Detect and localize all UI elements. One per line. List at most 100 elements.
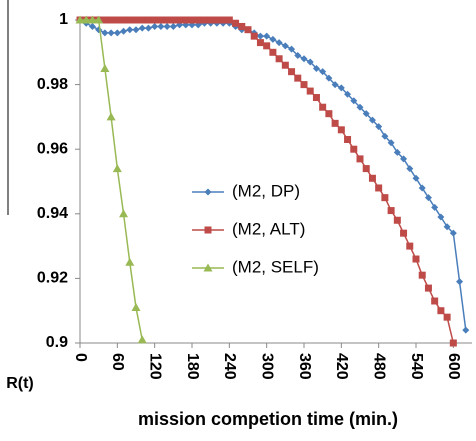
marker xyxy=(344,90,352,98)
marker xyxy=(406,165,414,173)
marker xyxy=(250,32,258,40)
marker xyxy=(119,209,129,218)
marker xyxy=(418,184,426,192)
marker xyxy=(306,87,314,95)
marker xyxy=(157,16,165,24)
marker xyxy=(412,255,420,263)
marker xyxy=(431,297,439,305)
y-tick-label: 0.9 xyxy=(46,334,68,351)
marker xyxy=(269,35,277,43)
marker xyxy=(437,307,445,315)
marker xyxy=(443,313,451,321)
marker xyxy=(112,164,122,173)
series-line xyxy=(80,19,143,340)
y-tick-label: 1 xyxy=(59,11,68,28)
marker xyxy=(107,16,115,24)
marker xyxy=(431,203,439,211)
marker xyxy=(101,29,109,37)
marker xyxy=(300,55,308,63)
marker xyxy=(269,48,277,56)
marker xyxy=(362,110,370,118)
marker xyxy=(95,26,103,34)
marker xyxy=(75,15,85,24)
marker xyxy=(418,271,426,279)
marker xyxy=(393,148,401,156)
marker xyxy=(325,74,333,82)
marker xyxy=(176,16,184,24)
marker xyxy=(281,42,289,50)
legend-label: (M2, DP) xyxy=(232,181,300,200)
marker xyxy=(188,16,196,24)
marker xyxy=(331,81,339,89)
marker xyxy=(169,16,177,24)
x-tick-label: 540 xyxy=(408,353,425,380)
marker xyxy=(443,223,451,231)
marker xyxy=(131,302,141,311)
x-tick-label: 300 xyxy=(258,353,275,380)
marker xyxy=(288,68,296,76)
marker xyxy=(126,26,134,34)
legend: (M2, DP) (M2, ALT) (M2, SELF) xyxy=(192,181,319,276)
marker xyxy=(400,155,408,163)
marker xyxy=(101,16,109,24)
marker xyxy=(381,132,389,140)
marker xyxy=(387,207,395,215)
x-tick-label: 480 xyxy=(370,353,387,380)
marker xyxy=(424,284,432,292)
marker xyxy=(288,45,296,53)
marker xyxy=(169,22,177,30)
marker xyxy=(88,22,96,30)
x-tick-label: 120 xyxy=(146,353,163,380)
marker xyxy=(312,64,320,72)
x-axis-label: mission competion time (min.) xyxy=(138,409,398,429)
marker xyxy=(331,119,339,127)
marker xyxy=(375,123,383,131)
marker xyxy=(350,145,358,153)
marker xyxy=(138,24,146,32)
x-tick-label: 240 xyxy=(221,353,238,380)
marker xyxy=(120,16,128,24)
marker xyxy=(368,116,376,124)
x-tick-label: 0 xyxy=(72,353,89,362)
marker xyxy=(406,242,414,250)
marker xyxy=(319,68,327,76)
marker xyxy=(203,263,213,272)
marker xyxy=(281,61,289,69)
marker xyxy=(113,29,121,37)
marker xyxy=(456,278,464,286)
marker xyxy=(275,39,283,47)
x-tick-label: 360 xyxy=(296,353,313,380)
marker xyxy=(100,63,110,72)
marker xyxy=(263,32,271,40)
x-tick-label: 60 xyxy=(109,353,126,371)
marker xyxy=(449,339,457,347)
marker xyxy=(294,52,302,60)
marker xyxy=(200,16,208,24)
marker xyxy=(449,229,457,237)
marker xyxy=(194,16,202,24)
marker xyxy=(132,26,140,34)
marker xyxy=(294,74,302,82)
marker xyxy=(157,22,165,30)
marker xyxy=(319,103,327,111)
marker xyxy=(87,15,97,24)
marker xyxy=(300,81,308,89)
y-axis-label: R(t) xyxy=(6,375,34,392)
y-tick-label: 0.94 xyxy=(37,205,68,222)
marker xyxy=(182,16,190,24)
marker xyxy=(204,188,212,196)
marker xyxy=(356,103,364,111)
marker xyxy=(81,15,91,24)
marker xyxy=(207,16,215,24)
x-tick-label: 600 xyxy=(445,353,462,380)
marker xyxy=(424,194,432,202)
marker xyxy=(312,94,320,102)
series-line xyxy=(79,19,467,331)
marker xyxy=(213,16,221,24)
marker xyxy=(362,165,370,173)
y-tick-label: 0.96 xyxy=(37,140,68,157)
marker xyxy=(350,97,358,105)
marker xyxy=(256,39,264,47)
marker xyxy=(151,22,159,30)
